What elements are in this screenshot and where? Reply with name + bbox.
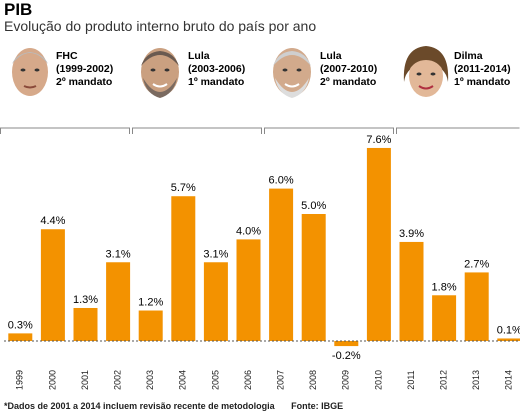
period-bracket-4 — [396, 127, 520, 134]
portrait-fhc-icon — [12, 48, 48, 96]
value-label-1999: 0.3% — [8, 319, 33, 331]
value-label-2007: 6.0% — [269, 175, 294, 187]
year-label-2003: 2003 — [145, 370, 155, 390]
period-name: Dilma — [454, 50, 483, 62]
period-years: (2011-2014) — [454, 63, 511, 75]
value-label-2011: 3.9% — [399, 228, 424, 240]
period-years: (2003-2006) — [188, 63, 246, 75]
year-label-2008: 2008 — [308, 370, 318, 390]
year-label-2014: 2014 — [504, 370, 514, 390]
portrait-dilma-icon — [403, 46, 449, 97]
bars-group — [8, 147, 520, 347]
period-brackets — [0, 127, 520, 134]
value-label-2002: 3.1% — [106, 248, 131, 260]
bar-2014 — [497, 338, 520, 341]
value-label-2009: -0.2% — [332, 350, 361, 362]
year-labels-group: 1999 2000 2001 2002 2003 2004 2005 2006 2007 2008… — [15, 370, 514, 390]
value-label-2005: 3.1% — [203, 248, 228, 260]
value-label-2004: 5.7% — [171, 182, 196, 194]
bar-2007 — [269, 188, 294, 341]
period-term: 1º mandato — [454, 76, 511, 88]
footnote-source: Fonte: IBGE — [291, 401, 344, 411]
value-label-2003: 1.2% — [138, 297, 163, 309]
period-name: Lula — [320, 50, 342, 62]
bar-1999 — [8, 333, 33, 341]
period-fhc: FHC (1999-2002) 2º mandato — [0, 42, 130, 122]
year-label-2007: 2007 — [275, 370, 285, 390]
chart-subtitle: Evolução do produto interno bruto do paí… — [4, 18, 317, 34]
bar-2011 — [399, 241, 424, 341]
value-label-2001: 1.3% — [73, 294, 98, 306]
bar-2008 — [301, 214, 326, 341]
year-label-2010: 2010 — [373, 370, 383, 390]
year-label-2006: 2006 — [243, 370, 253, 390]
value-label-2014: 0.1% — [497, 324, 520, 336]
bar-2005 — [203, 262, 228, 341]
bar-2009 — [334, 341, 359, 347]
value-label-2012: 1.8% — [432, 281, 457, 293]
year-label-1999: 1999 — [15, 370, 25, 390]
period-bracket-1 — [0, 127, 130, 134]
value-label-2006: 4.0% — [236, 225, 261, 237]
bar-2013 — [464, 272, 489, 341]
portrait-lula-2-icon — [273, 48, 311, 98]
period-bracket-2 — [132, 127, 262, 134]
bar-2000 — [40, 229, 65, 341]
bar-2010 — [366, 147, 391, 341]
bar-2002 — [106, 262, 131, 341]
year-label-2011: 2011 — [406, 370, 416, 389]
period-term: 2º mandato — [320, 76, 377, 88]
period-term: 2º mandato — [56, 76, 113, 88]
bar-2006 — [236, 239, 261, 341]
period-lula-1: Lula (2003-2006) 1º mandato — [132, 42, 262, 122]
value-label-2008: 5.0% — [301, 200, 326, 212]
value-label-2013: 2.7% — [464, 258, 489, 270]
year-label-2009: 2009 — [341, 370, 351, 390]
bar-2003 — [138, 310, 163, 341]
period-years: (1999-2002) — [56, 63, 114, 75]
period-bracket-3 — [264, 127, 394, 134]
year-label-2012: 2012 — [438, 370, 448, 390]
portrait-lula-1-icon — [141, 48, 179, 98]
value-label-2010: 7.6% — [366, 134, 391, 146]
year-label-2005: 2005 — [210, 370, 220, 390]
period-dilma: Dilma (2011-2014) 1º mandato — [396, 42, 520, 122]
period-name: FHC — [56, 50, 78, 62]
year-label-2000: 2000 — [47, 370, 57, 390]
value-labels-group: 0.3% 4.4% 1.3% 3.1% 1.2% 5.7% 3.1% 4.0% 6.0% 5.0%… — [8, 134, 520, 362]
footnote: *Dados de 2001 a 2014 incluem revisão re… — [4, 401, 357, 411]
gdp-bar-chart: 0.3% 4.4% 1.3% 3.1% 1.2% 5.7% 3.1% 4.0% 6.0% 5.0%… — [0, 127, 520, 390]
year-label-2013: 2013 — [471, 370, 481, 390]
year-label-2004: 2004 — [178, 370, 188, 390]
period-term: 1º mandato — [188, 76, 245, 88]
bar-2012 — [432, 295, 457, 341]
period-lula-2: Lula (2007-2010) 2º mandato — [264, 42, 394, 122]
value-label-2000: 4.4% — [40, 215, 65, 227]
bar-2004 — [171, 196, 196, 341]
year-label-2001: 2001 — [80, 370, 90, 390]
period-years: (2007-2010) — [320, 63, 378, 75]
period-name: Lula — [188, 50, 210, 62]
year-label-2002: 2002 — [112, 370, 122, 390]
chart-title: PIB — [4, 0, 33, 19]
footnote-note: *Dados de 2001 a 2014 incluem revisão re… — [4, 401, 275, 411]
bar-2001 — [73, 307, 98, 341]
